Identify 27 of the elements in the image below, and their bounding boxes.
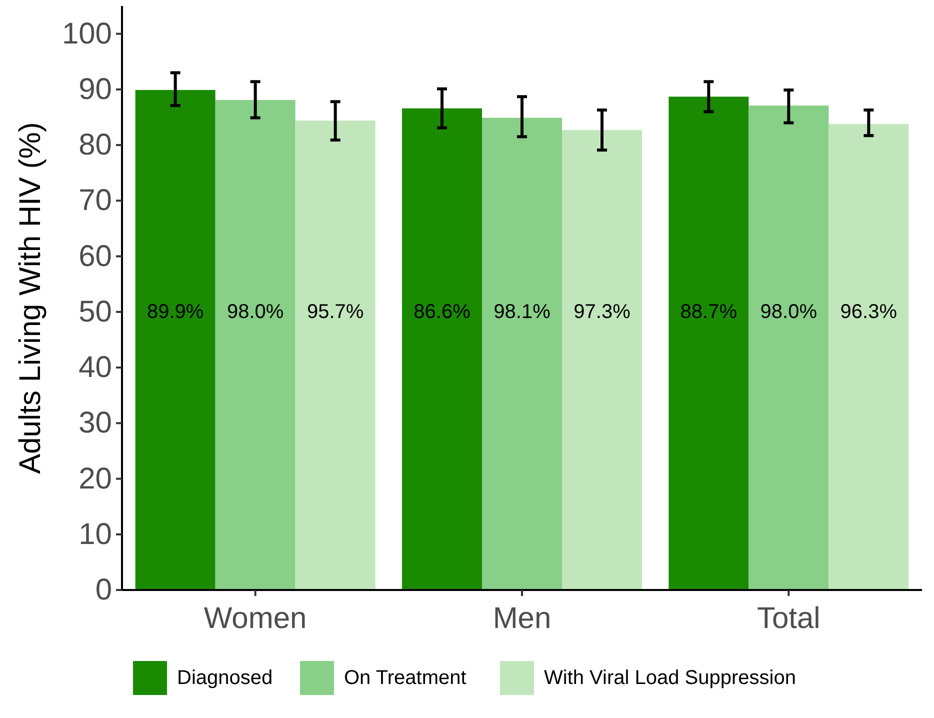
annotation: 98.0% [226, 301, 284, 324]
y-tick-label: 80 [78, 128, 112, 162]
x-tick-label: Total [756, 602, 820, 635]
legend-label: On Treatment [344, 667, 467, 689]
annotation: 96.3% [840, 301, 898, 324]
x-tick-label: Women [204, 602, 307, 635]
annotation: 98.1% [494, 301, 551, 324]
y-tick-label: 20 [78, 462, 112, 496]
x-tick-label: Men [492, 602, 552, 635]
y-tick-label: 50 [78, 295, 112, 328]
y-tick-label: 40 [78, 351, 112, 384]
annotation: 97.3% [574, 301, 631, 324]
annotation: 98.0% [760, 301, 818, 324]
y-tick-label: 0 [95, 574, 112, 606]
y-axis-title: Adults Living With HIV (%) [14, 122, 47, 474]
legend-label: Diagnosed [177, 667, 273, 689]
legend-label: With Viral Load Suppression [544, 667, 796, 689]
y-tick-label: 70 [78, 184, 112, 218]
y-tick-label: 60 [78, 240, 112, 273]
y-tick-label: 10 [78, 518, 112, 551]
y-tick-label: 30 [78, 406, 112, 440]
annotation: 95.7% [306, 301, 364, 324]
y-tick-label: 100 [62, 17, 112, 50]
annotation: 86.6% [414, 301, 471, 324]
y-tick-label: 90 [78, 72, 112, 106]
annotation: 89.9% [146, 301, 204, 324]
annotation: 88.7% [680, 301, 738, 324]
